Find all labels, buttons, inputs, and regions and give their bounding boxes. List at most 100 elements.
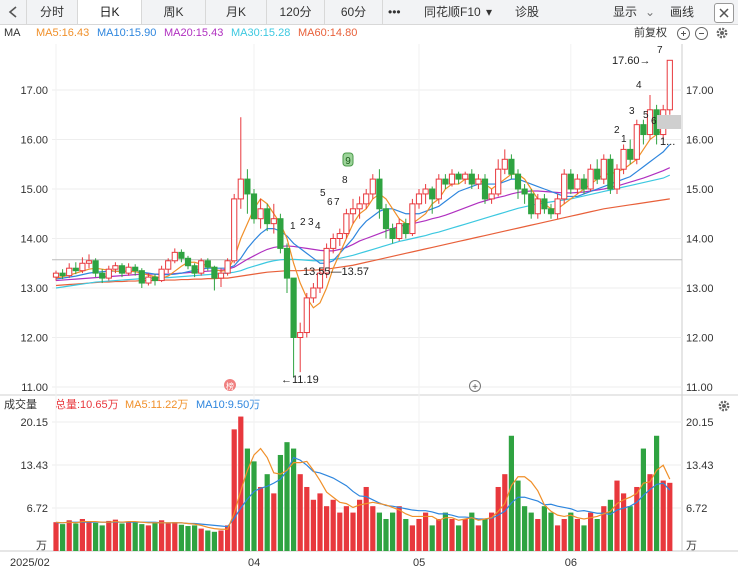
zoom-in-button[interactable] [677, 27, 690, 40]
date-label: 05 [413, 557, 425, 569]
volume-ma10: MA10:9.50万 [196, 399, 261, 411]
volume-ma5: MA5:11.22万 [125, 399, 189, 411]
candle-body [277, 218, 284, 249]
volume-bar [119, 523, 125, 551]
volume-bar [264, 474, 270, 551]
diagnose-button[interactable]: 诊股 [515, 5, 540, 19]
volume-bar [429, 525, 435, 551]
low-price-label: ←11.19 [281, 374, 319, 386]
candle-body [171, 251, 178, 262]
candle-body [198, 260, 205, 274]
candle-body [191, 265, 198, 274]
close-icon [719, 8, 729, 18]
volume-bar [126, 522, 132, 551]
sequence-count-a: 8 [342, 175, 348, 186]
display-button[interactable]: 显示 [613, 5, 638, 19]
volume-gear-icon[interactable] [717, 399, 731, 413]
volume-bar [238, 416, 244, 551]
range-label: 13.55—13.57 [303, 266, 369, 278]
adjust-selector[interactable]: 前复权 [634, 27, 667, 39]
volume-bar [178, 524, 184, 551]
candle-body [310, 287, 317, 299]
volume-bar [502, 474, 508, 551]
ma5-line [55, 117, 671, 309]
candle-body [138, 270, 145, 284]
candle-body [627, 148, 634, 160]
volume-bar [489, 512, 495, 551]
volume-bar [291, 448, 297, 551]
candle-body [343, 213, 350, 235]
price-tick-left: 12.00 [20, 333, 48, 345]
candle-body [521, 188, 528, 195]
volume-bar [614, 480, 620, 551]
ma-legend: MA MA5:16.43 MA10:15.90 MA20:15.43 MA30:… [0, 25, 738, 41]
volume-bar [277, 454, 283, 551]
volume-bar [568, 512, 574, 551]
candle-body [534, 198, 541, 215]
tab-daily-k[interactable]: 日K [78, 0, 142, 24]
period-tabbar: 分时 日K 周K 月K 120分 60分 ••• 同花顺F10 ▾ 诊股 显示 … [0, 0, 738, 25]
back-button[interactable] [0, 0, 27, 24]
volume-bar [515, 480, 521, 551]
volume-bar [324, 506, 330, 551]
candle-body [323, 247, 330, 274]
volume-bar [343, 506, 349, 551]
candle-body [554, 198, 561, 215]
candle-body [481, 178, 489, 200]
volume-bar [456, 525, 462, 551]
volume-bar [132, 521, 138, 551]
list-badge [224, 379, 236, 391]
candle-body [488, 193, 495, 200]
candle-body [237, 178, 244, 200]
volume-bar [145, 525, 151, 551]
gear-icon[interactable] [715, 26, 729, 40]
more-button[interactable]: ••• [388, 5, 401, 19]
draw-line-button[interactable]: 画线 [670, 5, 695, 19]
candle-body [224, 260, 231, 274]
volume-bar [601, 506, 607, 551]
candle-body [613, 168, 621, 190]
volume-bar [574, 518, 580, 551]
volume-bar [192, 525, 198, 551]
candle-body [132, 266, 139, 272]
candle-body [330, 238, 337, 249]
candle-body [541, 198, 548, 210]
display-chevron-icon[interactable]: ⌄ [645, 5, 656, 19]
ma60-value: MA60:14.80 [298, 27, 358, 39]
f10-button[interactable]: 同花顺F10 [424, 5, 481, 19]
candle-body [125, 266, 132, 274]
sequence-count-a: 3 [308, 217, 314, 228]
tab-weekly-k[interactable]: 周K [142, 0, 206, 24]
add-marker-plus: + [472, 382, 478, 393]
candle-body [495, 168, 502, 195]
ma10-value: MA10:15.90 [97, 27, 157, 39]
nine-turn-badge-text: 9 [345, 156, 351, 167]
tab-intraday[interactable]: 分时 [27, 0, 78, 24]
tab-120min[interactable]: 120分 [267, 0, 325, 24]
candle-body [59, 272, 66, 277]
volume-bar [139, 524, 145, 551]
candle-body [442, 178, 449, 185]
sequence-count-b: 1 [621, 134, 627, 145]
candle-body [594, 168, 601, 180]
f10-chevron-icon[interactable]: ▾ [486, 5, 493, 19]
candle-body [666, 59, 673, 111]
volume-bar [357, 499, 363, 551]
tab-60min[interactable]: 60分 [325, 0, 383, 24]
volume-bar [403, 518, 409, 551]
tab-monthly-k[interactable]: 月K [206, 0, 267, 24]
zoom-out-button[interactable] [695, 27, 708, 40]
sequence-count-a: 7 [334, 197, 340, 208]
candle-body [145, 276, 152, 284]
candle-body [363, 193, 370, 205]
close-button[interactable] [714, 3, 734, 23]
price-tick-right: 14.00 [686, 234, 714, 246]
price-tick-right: 12.00 [686, 333, 714, 345]
price-tick-left: 13.00 [20, 283, 48, 295]
sequence-count-b: 3 [629, 106, 635, 117]
volume-bar [53, 522, 59, 551]
sequence-count-a: 6 [327, 197, 333, 208]
volume-bar [66, 520, 72, 551]
